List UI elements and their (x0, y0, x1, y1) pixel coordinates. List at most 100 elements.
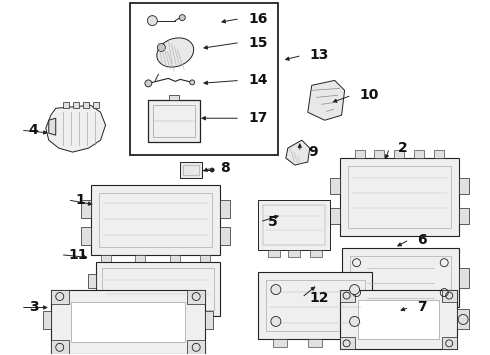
Text: 15: 15 (248, 36, 268, 50)
Circle shape (210, 168, 214, 172)
Bar (98, 193, 212, 247)
Bar (88, 296, 96, 311)
Bar (374, 150, 385, 158)
Bar (415, 150, 424, 158)
Bar (263, 205, 325, 245)
Text: 13: 13 (310, 49, 329, 62)
Text: 1: 1 (75, 193, 85, 207)
Bar (91, 185, 220, 255)
Bar (141, 354, 154, 355)
Bar (187, 340, 205, 354)
Text: 4: 4 (29, 123, 39, 137)
Bar (340, 290, 457, 349)
Bar (273, 339, 287, 347)
Bar (101, 268, 214, 311)
Bar (105, 316, 120, 324)
Bar (457, 310, 469, 329)
Bar (459, 178, 469, 194)
Bar (442, 290, 457, 301)
Polygon shape (286, 140, 310, 165)
Bar (340, 158, 459, 236)
Bar (342, 248, 459, 307)
Bar (187, 290, 205, 304)
Bar (434, 150, 444, 158)
Bar (258, 200, 330, 250)
Bar (63, 102, 69, 108)
Bar (183, 165, 199, 175)
Bar (268, 250, 280, 257)
Bar (43, 311, 51, 329)
Text: 10: 10 (360, 88, 379, 102)
Text: 5: 5 (268, 215, 278, 229)
Circle shape (157, 44, 165, 51)
Bar (330, 178, 340, 194)
Circle shape (179, 15, 185, 21)
Circle shape (190, 80, 195, 85)
Circle shape (147, 16, 157, 26)
Bar (220, 200, 230, 218)
Text: 9: 9 (308, 145, 318, 159)
Bar (340, 337, 355, 349)
Bar (135, 316, 149, 324)
Bar (205, 311, 213, 329)
Text: 16: 16 (248, 12, 268, 26)
Bar (81, 200, 91, 218)
Bar (220, 227, 230, 245)
Bar (459, 268, 469, 288)
Bar (258, 272, 372, 339)
Bar (93, 102, 98, 108)
Bar (96, 262, 220, 316)
Text: 2: 2 (397, 141, 407, 155)
Bar (100, 255, 111, 263)
Bar (340, 290, 355, 301)
Bar (349, 256, 451, 300)
Polygon shape (49, 118, 56, 135)
Bar (343, 339, 357, 347)
Bar (135, 255, 146, 263)
Bar (394, 150, 404, 158)
Bar (83, 102, 89, 108)
Bar (73, 102, 79, 108)
Bar (81, 227, 91, 245)
Bar (195, 316, 209, 324)
Circle shape (349, 316, 360, 326)
Bar (330, 208, 340, 224)
Bar (105, 354, 120, 355)
Text: 3: 3 (29, 300, 39, 315)
Bar (442, 337, 457, 349)
Bar (88, 274, 96, 288)
Bar (148, 100, 200, 142)
Bar (51, 340, 69, 354)
Bar (153, 105, 195, 137)
Text: 17: 17 (248, 111, 268, 125)
Bar (355, 150, 365, 158)
Bar (175, 354, 189, 355)
Bar (310, 250, 322, 257)
Bar (308, 339, 322, 347)
Bar (358, 300, 439, 339)
Bar (165, 316, 179, 324)
Bar (347, 166, 451, 228)
Text: 8: 8 (220, 161, 230, 175)
Text: 14: 14 (248, 73, 268, 87)
Bar (170, 95, 179, 100)
Bar (171, 255, 180, 263)
Bar (51, 290, 69, 304)
Polygon shape (308, 80, 344, 120)
Bar (71, 354, 85, 355)
Bar (130, 3, 278, 155)
Text: 7: 7 (417, 300, 427, 315)
Ellipse shape (157, 38, 194, 67)
Bar (180, 162, 202, 178)
Bar (51, 290, 205, 354)
Bar (266, 280, 365, 332)
Circle shape (271, 285, 281, 295)
Circle shape (271, 316, 281, 326)
Bar (200, 255, 210, 263)
Bar (288, 250, 300, 257)
Bar (459, 208, 469, 224)
Text: 12: 12 (310, 290, 329, 305)
Text: 6: 6 (417, 233, 427, 247)
Bar (71, 301, 185, 342)
Polygon shape (46, 105, 105, 152)
